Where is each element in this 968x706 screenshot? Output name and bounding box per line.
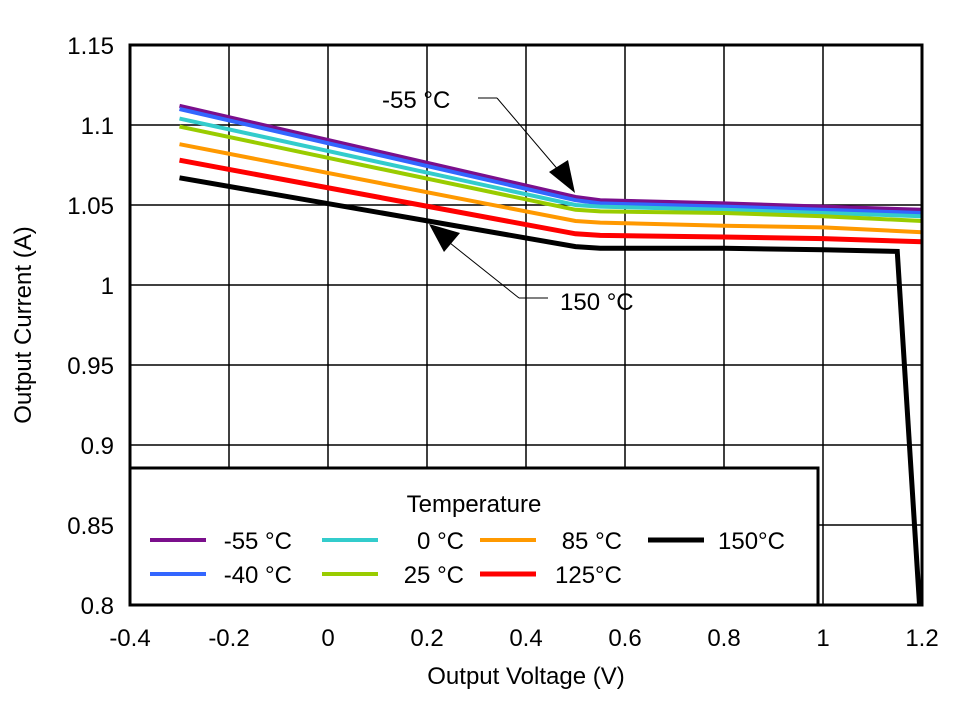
y-tick-label: 1	[101, 273, 114, 300]
series-lines	[179, 103, 923, 606]
series-line	[179, 124, 923, 223]
y-tick-label: 0.85	[67, 513, 114, 540]
y-tick-label: 0.9	[81, 433, 114, 460]
arrow-150	[429, 224, 460, 252]
y-tick-label: 1.1	[81, 113, 114, 140]
x-tick-label: 0.4	[509, 625, 542, 652]
series-line	[179, 116, 923, 219]
series-line	[179, 103, 923, 212]
legend: Temperature -55 °C -40 °C 0 °C 25 °C 85 °C 12…	[128, 466, 820, 607]
series-line	[179, 157, 923, 245]
legend-label: 25 °C	[404, 562, 464, 589]
y-tick-label: 0.8	[81, 593, 114, 620]
x-tick-label: 0.6	[608, 625, 641, 652]
annotation-55: -55 °C	[382, 87, 450, 114]
x-tick-label: 0.8	[707, 625, 740, 652]
legend-label: -40 °C	[224, 562, 292, 589]
legend-title: Temperature	[407, 491, 542, 518]
legend-label: 125°C	[555, 562, 622, 589]
legend-label: 0 °C	[417, 528, 464, 555]
series-line	[179, 142, 923, 235]
annotation-leader-55-diag	[496, 97, 561, 173]
arrow-55	[549, 160, 575, 193]
series-line	[179, 175, 923, 606]
x-tick-label: -0.4	[109, 625, 150, 652]
x-tick-label: 0	[321, 625, 334, 652]
x-tick-label: 0.2	[410, 625, 443, 652]
annotations: -55 °C 150 °C	[382, 87, 634, 316]
tick-labels: -0.4 -0.2 0 0.2 0.4 0.6 0.8 1 1.2 0.8 0.85 0.9 0.95 1…	[67, 33, 938, 652]
x-tick-label: -0.2	[208, 625, 249, 652]
legend-label: 150°C	[718, 528, 785, 555]
y-tick-label: 1.15	[67, 33, 114, 60]
y-tick-label: 0.95	[67, 353, 114, 380]
x-axis-label: Output Voltage (V)	[427, 663, 624, 690]
x-tick-label: 1.2	[905, 625, 938, 652]
x-tick-label: 1	[816, 625, 829, 652]
plot-frame	[128, 43, 924, 607]
y-tick-label: 1.05	[67, 193, 114, 220]
legend-label: -55 °C	[224, 528, 292, 555]
series-line	[179, 107, 923, 215]
annotation-leader-150-diag	[449, 242, 520, 299]
annotation-150: 150 °C	[560, 289, 634, 316]
y-axis-label: Output Current (A)	[10, 226, 37, 423]
legend-label: 85 °C	[562, 528, 622, 555]
